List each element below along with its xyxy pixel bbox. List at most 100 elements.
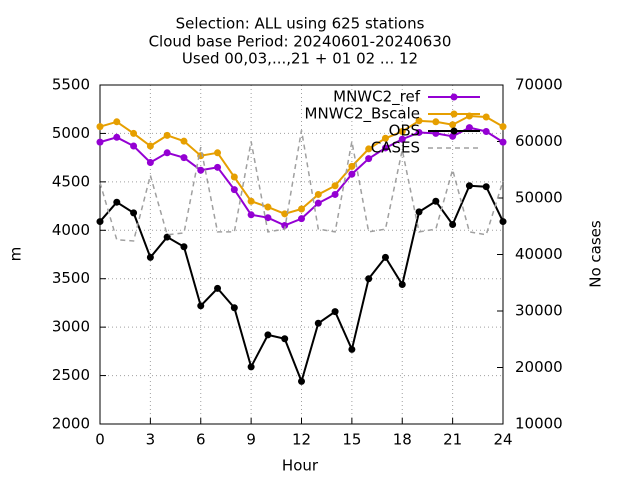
data-point xyxy=(482,113,490,121)
chart-title: Cloud base Period: 20240601-20240630 xyxy=(149,33,452,51)
x-tick-label: 3 xyxy=(146,431,156,449)
y-tick-label: 4500 xyxy=(52,172,90,190)
legend-marker xyxy=(450,110,458,118)
data-point xyxy=(348,170,356,178)
data-point xyxy=(348,162,356,170)
data-point xyxy=(96,218,104,226)
data-point xyxy=(130,209,138,217)
x-tick-label: 21 xyxy=(443,431,462,449)
data-point xyxy=(499,218,507,226)
data-point xyxy=(298,205,305,213)
data-point xyxy=(398,135,406,143)
x-tick-label: 12 xyxy=(292,431,311,449)
data-point xyxy=(281,210,289,218)
x-tick-label: 15 xyxy=(342,431,361,449)
data-point xyxy=(381,253,389,261)
y-tick-label: 4000 xyxy=(52,221,90,239)
data-point xyxy=(449,220,457,228)
y2-tick-label: 40000 xyxy=(515,245,563,263)
legend-label: MNWC2_Bscale xyxy=(305,105,420,124)
data-point xyxy=(146,142,154,150)
data-point xyxy=(314,199,322,207)
data-point xyxy=(113,198,121,206)
data-point xyxy=(381,144,389,152)
data-point xyxy=(180,137,188,145)
data-point xyxy=(180,243,188,251)
legend-label: CASES xyxy=(371,139,420,157)
x-tick-label: 9 xyxy=(246,431,256,449)
data-point xyxy=(214,163,222,171)
y2-tick-label: 70000 xyxy=(515,76,563,94)
y-tick-label: 2000 xyxy=(52,415,90,433)
data-point xyxy=(163,131,171,139)
y2-tick-label: 60000 xyxy=(515,132,563,150)
data-point xyxy=(163,149,171,157)
y-tick-label: 2500 xyxy=(52,366,90,384)
y2-tick-label: 10000 xyxy=(515,415,563,433)
data-point xyxy=(146,253,154,261)
data-point xyxy=(130,142,138,150)
data-point xyxy=(314,319,322,327)
data-point xyxy=(365,275,373,283)
y-axis-label: m xyxy=(7,247,25,262)
data-point xyxy=(247,363,255,371)
x-tick-label: 18 xyxy=(393,431,412,449)
data-point xyxy=(230,186,238,194)
x-axis-label: Hour xyxy=(282,457,319,475)
x-tick-label: 6 xyxy=(196,431,206,449)
chart-title: Used 00,03,...,21 + 01 02 ... 12 xyxy=(182,50,418,68)
data-point xyxy=(264,331,272,339)
data-point xyxy=(113,133,121,141)
data-point xyxy=(482,127,490,135)
data-point xyxy=(247,197,255,205)
y2-axis-label: No cases xyxy=(587,220,605,288)
data-point xyxy=(415,117,423,125)
y-tick-label: 3500 xyxy=(52,269,90,287)
data-point xyxy=(331,182,339,190)
data-point xyxy=(264,214,272,222)
data-point xyxy=(381,134,389,142)
legend-marker xyxy=(450,93,458,101)
data-point xyxy=(113,118,121,126)
y2-tick-label: 20000 xyxy=(515,358,563,376)
series-line xyxy=(99,130,504,242)
data-point xyxy=(214,284,222,292)
data-point xyxy=(465,124,473,132)
data-point xyxy=(499,123,507,131)
data-point xyxy=(214,149,222,157)
data-point xyxy=(331,190,339,198)
plot-frame xyxy=(99,84,504,425)
y2-tick-label: 30000 xyxy=(515,302,563,320)
data-point xyxy=(298,377,305,385)
data-point xyxy=(130,129,138,137)
data-point xyxy=(398,127,406,135)
y-tick-label: 3000 xyxy=(52,318,90,336)
data-point xyxy=(415,208,423,216)
data-point xyxy=(415,128,423,136)
chart-title: Selection: ALL using 625 stations xyxy=(176,15,425,33)
data-point xyxy=(499,138,507,146)
data-point xyxy=(365,145,373,153)
legend-label: OBS xyxy=(389,122,420,140)
data-point xyxy=(465,182,473,190)
data-point xyxy=(314,190,322,198)
data-point xyxy=(230,304,238,312)
data-point xyxy=(449,121,457,129)
series-line xyxy=(99,184,504,385)
data-point xyxy=(264,203,272,211)
data-point xyxy=(331,308,339,316)
data-point xyxy=(482,183,490,191)
y-tick-label: 5000 xyxy=(52,124,90,142)
data-point xyxy=(348,345,356,353)
data-point xyxy=(96,123,104,131)
y2-tick-label: 50000 xyxy=(515,189,563,207)
data-point xyxy=(247,211,255,219)
data-point xyxy=(230,173,238,181)
x-tick-label: 0 xyxy=(95,431,105,449)
data-point xyxy=(281,221,289,229)
data-point xyxy=(398,281,406,289)
data-point xyxy=(163,233,171,241)
data-point xyxy=(298,215,305,223)
data-point xyxy=(180,154,188,162)
